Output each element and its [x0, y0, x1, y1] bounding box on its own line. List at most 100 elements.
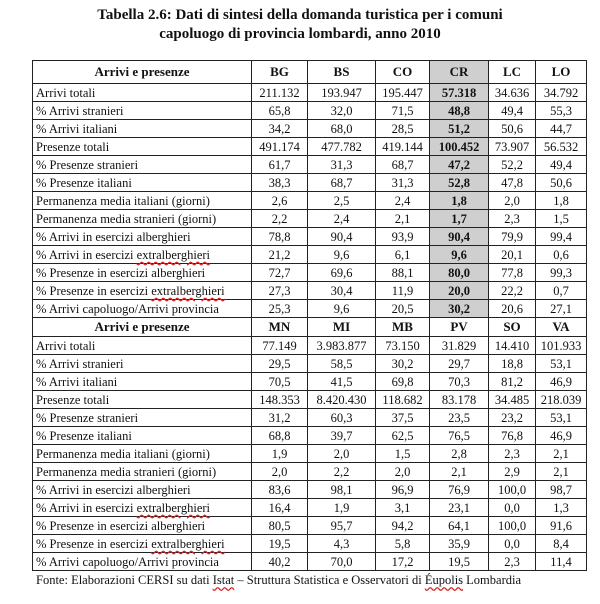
table-row: Permanenza media stranieri (giorni) 2,2 2,… [32, 209, 587, 228]
cell-lo: 27,1 [535, 299, 587, 318]
table-container: Arrivi e presenze BG BS CO CR LC LO Arrivi tota… [32, 60, 587, 588]
cell-bg: 21,2 [251, 245, 308, 264]
cell-mn: 31,2 [251, 408, 308, 427]
row-label: Arrivi totali [32, 336, 252, 355]
table-title: Tabella 2.6: Dati di sintesi della doman… [0, 6, 600, 44]
column-header-va: VA [535, 317, 587, 337]
cell-mi: 60,3 [307, 408, 376, 427]
cell-cr: 20,0 [429, 281, 489, 300]
cell-pv: 23,1 [429, 498, 489, 517]
cell-so: 81,2 [488, 372, 536, 391]
column-header-pv: PV [429, 317, 489, 337]
cell-pv: 2,8 [429, 444, 489, 463]
cell-pv: 35,9 [429, 534, 489, 553]
cell-bg: 38,3 [251, 173, 308, 192]
row-label: % Arrivi in esercizi alberghieri [32, 227, 252, 246]
cell-mb: 1,5 [375, 444, 430, 463]
cell-bs: 2,5 [307, 191, 376, 210]
table-row: % Arrivi in esercizi alberghieri 83,6 98,1… [32, 480, 587, 499]
cell-cr: 9,6 [429, 245, 489, 264]
cell-pv: 2,1 [429, 462, 489, 481]
table-row: % Arrivi italiani 34,2 68,0 28,5 51,2 50,6 44,… [32, 119, 587, 138]
cell-mb: 94,2 [375, 516, 430, 535]
row-label: Presenze totali [32, 390, 252, 409]
cell-lo: 44,7 [535, 119, 587, 138]
cell-bg: 61,7 [251, 155, 308, 174]
cell-bg: 2,2 [251, 209, 308, 228]
cell-so: 2,3 [488, 552, 536, 571]
row-label: % Arrivi italiani [32, 372, 252, 391]
cell-mi: 58,5 [307, 354, 376, 373]
cell-so: 23,2 [488, 408, 536, 427]
column-header-lc: LC [488, 60, 536, 84]
cell-pv: 31.829 [429, 336, 489, 355]
row-label: % Arrivi italiani [32, 119, 252, 138]
table-row: Permanenza media stranieri (giorni) 2,0 2,… [32, 462, 587, 481]
cell-mb: 69,8 [375, 372, 430, 391]
row-label: % Arrivi in esercizi extralberghieri [32, 245, 252, 264]
table-row: % Presenze in esercizi extralberghieri 27… [32, 281, 587, 300]
cell-co: 71,5 [375, 101, 430, 120]
cell-va: 46,9 [535, 372, 587, 391]
cell-bs: 31,3 [307, 155, 376, 174]
cell-co: 2,4 [375, 191, 430, 210]
cell-lc: 79,9 [488, 227, 536, 246]
cell-co: 68,7 [375, 155, 430, 174]
cell-co: 6,1 [375, 245, 430, 264]
header-label: Arrivi e presenze [32, 60, 252, 84]
row-label: % Arrivi stranieri [32, 101, 252, 120]
table-row: Arrivi totali 77.149 3.983.877 73.150 31.829… [32, 336, 587, 355]
table-row: % Arrivi in esercizi extralberghieri 21,2… [32, 245, 587, 264]
cell-mn: 70,5 [251, 372, 308, 391]
cell-pv: 29,7 [429, 354, 489, 373]
cell-bs: 68,7 [307, 173, 376, 192]
row-label: % Arrivi in esercizi extralberghieri [32, 498, 252, 517]
cell-bg: 2,6 [251, 191, 308, 210]
cell-mb: 5,8 [375, 534, 430, 553]
cell-mi: 8.420.430 [307, 390, 376, 409]
cell-mi: 98,1 [307, 480, 376, 499]
table-header-row: Arrivi e presenze BG BS CO CR LC LO [32, 60, 587, 84]
cell-mb: 118.682 [375, 390, 430, 409]
cell-lc: 73.907 [488, 137, 536, 156]
column-header-bg: BG [251, 60, 308, 84]
row-label: Arrivi totali [32, 83, 252, 102]
cell-mi: 3.983.877 [307, 336, 376, 355]
cell-lc: 52,2 [488, 155, 536, 174]
table-row: % Presenze in esercizi alberghieri 80,5 95… [32, 516, 587, 535]
cell-cr: 48,8 [429, 101, 489, 120]
cell-lc: 77,8 [488, 263, 536, 282]
column-header-bs: BS [307, 60, 376, 84]
table-row: % Presenze italiani 68,8 39,7 62,5 76,5 76,8 4… [32, 426, 587, 445]
cell-mi: 2,0 [307, 444, 376, 463]
table-row: % Presenze in esercizi extralberghieri 19… [32, 534, 587, 553]
cell-lc: 22,2 [488, 281, 536, 300]
cell-va: 8,4 [535, 534, 587, 553]
table-row: % Arrivi stranieri 65,8 32,0 71,5 48,8 49,4 55… [32, 101, 587, 120]
cell-mb: 37,5 [375, 408, 430, 427]
cell-mb: 30,2 [375, 354, 430, 373]
cell-mn: 68,8 [251, 426, 308, 445]
table-title-line-1: Tabella 2.6: Dati di sintesi della doman… [97, 7, 503, 23]
table-title-line-2: capoluogo di provincia lombardi, anno 20… [159, 26, 441, 42]
cell-cr: 52,8 [429, 173, 489, 192]
cell-co: 31,3 [375, 173, 430, 192]
cell-mi: 95,7 [307, 516, 376, 535]
cell-mi: 41,5 [307, 372, 376, 391]
cell-mb: 62,5 [375, 426, 430, 445]
cell-lc: 20,1 [488, 245, 536, 264]
cell-bg: 34,2 [251, 119, 308, 138]
cell-bg: 72,7 [251, 263, 308, 282]
cell-va: 46,9 [535, 426, 587, 445]
table-row: % Arrivi capoluogo/Arrivi provincia 25,3 9… [32, 299, 587, 318]
cell-va: 53,1 [535, 354, 587, 373]
cell-pv: 19,5 [429, 552, 489, 571]
cell-mn: 16,4 [251, 498, 308, 517]
cell-pv: 76,5 [429, 426, 489, 445]
cell-co: 195.447 [375, 83, 430, 102]
cell-mi: 1,9 [307, 498, 376, 517]
cell-lo: 0,6 [535, 245, 587, 264]
row-label: % Presenze italiani [32, 426, 252, 445]
row-label: % Arrivi stranieri [32, 354, 252, 373]
cell-lo: 49,4 [535, 155, 587, 174]
